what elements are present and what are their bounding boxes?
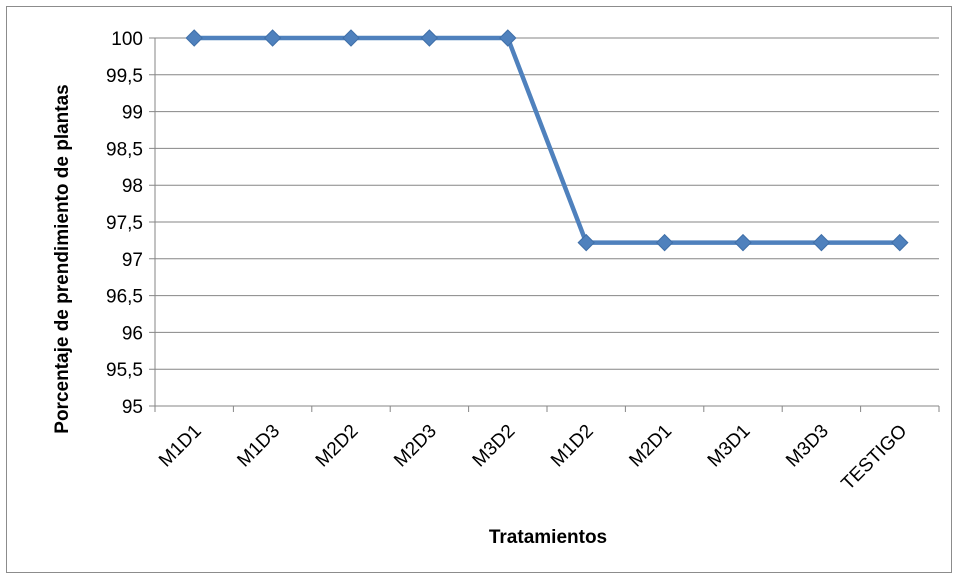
x-axis: M1D1 M1D3 M2D2 M2D3 M3D2 M1D2 M2D1 M3D1 M3D3 TEST… (154, 405, 940, 495)
x-tick-label: M2D3 (390, 421, 441, 472)
x-tick-label: M2D2 (312, 421, 363, 472)
x-tick-label: M1D1 (155, 421, 206, 472)
data-point-marker (342, 29, 360, 47)
x-tick-label: M3D2 (469, 421, 520, 472)
series-line-group (185, 29, 909, 252)
y-tick-label: 97 (122, 250, 143, 271)
y-tick-label: 97,5 (106, 213, 143, 234)
x-tick-label: M3D1 (704, 421, 755, 472)
y-axis: 95 95,5 96 96,5 97 97,5 98 98,5 99 99,5 100 (106, 29, 156, 418)
x-tick-label: TESTIGO (838, 421, 912, 495)
data-point-marker (891, 233, 909, 252)
y-tick-label: 98,5 (106, 139, 143, 160)
data-point-marker (263, 29, 282, 47)
x-tick-label: M1D3 (233, 421, 284, 472)
series-line (194, 35, 900, 245)
data-point-marker (499, 29, 517, 47)
grid-lines (149, 37, 939, 407)
data-point-marker (734, 233, 752, 252)
y-tick-label: 95,5 (106, 360, 143, 381)
y-tick-label: 96 (122, 323, 143, 344)
y-tick-label: 99,5 (106, 66, 143, 87)
y-tick-label: 98 (122, 176, 143, 197)
y-axis-title: Porcentaje de prendimiento de plantas (52, 84, 73, 433)
x-tick-label: M2D1 (625, 421, 676, 472)
y-tick-label: 99 (122, 103, 143, 124)
x-tick-label: M1D2 (547, 421, 598, 472)
data-point-marker (655, 233, 674, 252)
x-tick-label: M3D3 (782, 421, 833, 472)
data-point-marker (577, 233, 595, 252)
data-point-marker (185, 29, 203, 47)
x-axis-title: Tratamientos (489, 527, 607, 548)
y-tick-label: 95 (122, 397, 143, 418)
y-tick-label: 100 (111, 29, 143, 50)
chart-frame (6, 6, 952, 573)
data-point-marker (420, 29, 439, 47)
data-point-marker (812, 233, 831, 252)
y-tick-label: 96,5 (106, 287, 143, 308)
